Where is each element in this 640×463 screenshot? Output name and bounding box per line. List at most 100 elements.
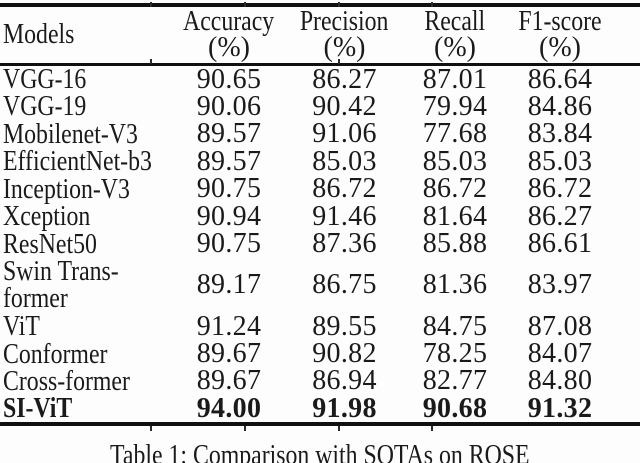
metric-value-cell: 86.27 xyxy=(312,63,377,95)
metric-value-cell: 90.65 xyxy=(196,63,262,95)
column-tick xyxy=(338,2,340,7)
metric-value-cell: 86.75 xyxy=(312,269,377,301)
model-name-cell: Inception-V3 xyxy=(0,173,170,205)
metric-value-cell: 91.98 xyxy=(312,392,377,424)
model-name-cell: EfficientNet-b3 xyxy=(0,148,170,176)
table-body: VGG-16 90.65 86.27 87.01 86.64 VGG-19 90.06 90.… xyxy=(0,63,640,425)
column-tick xyxy=(244,2,246,7)
metric-value-cell: 91.32 xyxy=(527,392,593,424)
metric-value-cell: 89.17 xyxy=(196,269,262,301)
header-cell-precision: Precision (%) xyxy=(288,5,401,63)
metric-value-cell: 79.94 xyxy=(422,90,488,122)
header-unit-precision: (%) xyxy=(323,31,366,63)
model-name-text: Mobilenet-V3 xyxy=(3,118,138,150)
metric-value-cell: 84.75 xyxy=(422,310,488,342)
metric-value-cell: 90.06 xyxy=(196,90,262,122)
column-tick xyxy=(431,426,433,432)
model-name-text: former xyxy=(3,283,68,315)
metric-value-cell: 94.00 xyxy=(196,392,262,424)
metric-value-cell: 83.84 xyxy=(527,118,593,150)
metric-value-cell: 86.72 xyxy=(422,173,488,205)
metric-value-cell: 90.94 xyxy=(196,200,262,232)
metric-value-cell: 89.57 xyxy=(196,145,262,177)
metric-value-cell: 78.25 xyxy=(422,338,488,369)
table-header-row: Models Accuracy (%) Precision (%) Recall… xyxy=(0,7,640,63)
model-name-cell: SI-ViT xyxy=(0,393,170,425)
metric-value-cell: 85.03 xyxy=(422,145,488,177)
table-row: SI-ViT 94.00 91.98 90.68 91.32 xyxy=(0,392,640,425)
table-rule-header xyxy=(0,58,640,66)
table-rule-bottom xyxy=(0,422,640,432)
table-rule-top xyxy=(0,2,640,7)
metric-value-cell: 85.88 xyxy=(422,228,488,260)
model-name-text: ResNet50 xyxy=(3,228,97,260)
table-row: EfficientNet-b3 89.57 85.03 85.03 85.03 xyxy=(0,145,640,177)
model-name-cell: ViT xyxy=(0,311,170,343)
metric-value-cell: 89.67 xyxy=(196,365,262,397)
table-row: VGG-19 90.06 90.42 79.94 84.86 xyxy=(0,90,640,122)
model-name-cell: Xception xyxy=(0,201,170,233)
table-row: Conformer 89.67 90.82 78.25 84.07 xyxy=(0,338,640,370)
metric-value-cell: 85.03 xyxy=(527,145,593,177)
metric-value-cell: 86.94 xyxy=(312,365,377,397)
metric-value-cell: 90.68 xyxy=(422,392,488,424)
table-caption: Table 1: Comparison with SOTAs on ROSE xyxy=(0,440,640,463)
metric-value-cell: 87.36 xyxy=(312,228,377,260)
table-row: VGG-16 90.65 86.27 87.01 86.64 xyxy=(0,63,640,95)
metric-value-cell: 82.77 xyxy=(422,365,488,397)
column-tick xyxy=(150,2,152,7)
metric-value-cell: 91.46 xyxy=(312,200,377,232)
model-name-cell: Swin Trans-former xyxy=(0,256,170,315)
column-tick xyxy=(244,426,246,432)
metric-value-cell: 89.57 xyxy=(196,118,262,150)
header-label-models: Models xyxy=(3,18,75,50)
model-name-cell: Conformer xyxy=(0,338,170,370)
header-unit-recall: (%) xyxy=(434,31,476,63)
model-name-text: ViT xyxy=(3,311,40,343)
metric-value-cell: 87.01 xyxy=(422,63,488,95)
column-tick xyxy=(431,2,433,7)
model-name-cell: Cross-former xyxy=(0,367,170,395)
header-cell-recall: Recall (%) xyxy=(401,5,509,63)
metric-value-cell: 90.42 xyxy=(312,90,377,122)
metric-value-cell: 84.86 xyxy=(527,90,593,122)
table-row: ResNet50 90.75 87.36 85.88 86.61 xyxy=(0,228,640,260)
metric-value-cell: 83.97 xyxy=(527,269,593,301)
model-name-text: Swin Trans- xyxy=(3,256,119,288)
metric-value-cell: 87.08 xyxy=(527,310,593,342)
metric-value-cell: 89.67 xyxy=(196,338,262,369)
column-tick xyxy=(150,58,152,64)
table-row: Inception-V3 90.75 86.72 86.72 86.72 xyxy=(0,173,640,205)
header-label-recall: Recall xyxy=(424,5,486,37)
metric-value-cell: 91.24 xyxy=(196,310,262,342)
metric-value-cell: 81.64 xyxy=(422,200,488,232)
model-name-cell: VGG-16 xyxy=(0,64,170,95)
header-unit-accuracy: (%) xyxy=(208,31,250,63)
model-name-cell: VGG-19 xyxy=(0,93,170,121)
comparison-table: Models Accuracy (%) Precision (%) Recall… xyxy=(0,2,640,432)
model-name-cell: ResNet50 xyxy=(0,228,170,260)
metric-value-cell: 90.82 xyxy=(312,338,377,369)
header-cell-f1-score: F1-score (%) xyxy=(509,7,640,63)
model-name-text: Xception xyxy=(3,201,91,233)
table-row: Swin Trans-former 89.17 86.75 81.36 83.97 xyxy=(0,258,640,313)
header-label-precision: Precision xyxy=(300,5,389,37)
table-caption-text: Table 1: Comparison with SOTAs on ROSE xyxy=(110,440,530,463)
column-tick xyxy=(150,426,152,432)
header-unit-f1-score: (%) xyxy=(539,31,581,63)
metric-value-cell: 84.07 xyxy=(527,338,593,369)
model-name-text: Inception-V3 xyxy=(3,173,130,205)
column-tick xyxy=(338,426,340,432)
metric-value-cell: 86.64 xyxy=(527,63,593,95)
header-cell-accuracy: Accuracy (%) xyxy=(170,5,288,63)
metric-value-cell: 90.75 xyxy=(196,228,262,260)
metric-value-cell: 77.68 xyxy=(422,118,488,150)
table-row: Mobilenet-V3 89.57 91.06 77.68 83.84 xyxy=(0,118,640,150)
model-name-text: SI-ViT xyxy=(3,393,73,425)
model-name-text: VGG-16 xyxy=(3,64,87,95)
header-label-accuracy: Accuracy xyxy=(183,5,275,37)
column-tick xyxy=(338,58,340,64)
metric-value-cell: 86.72 xyxy=(527,173,593,205)
metric-value-cell: 84.80 xyxy=(527,365,593,397)
model-name-text: Conformer xyxy=(3,338,108,370)
